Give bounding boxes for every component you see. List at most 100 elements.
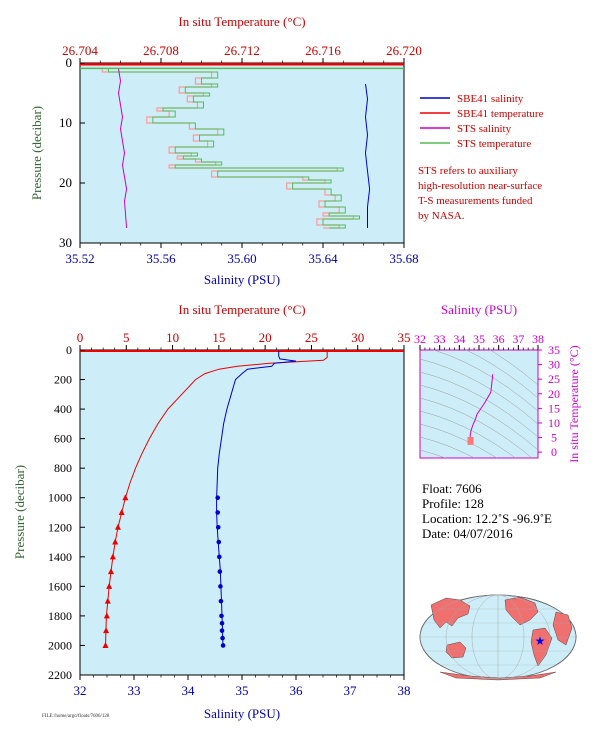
full-profile-top-tick-label: 10 xyxy=(166,330,179,345)
near-surface-bottom-tick-label: 35.52 xyxy=(65,251,94,266)
density-contour xyxy=(420,410,516,458)
full-profile-series xyxy=(80,350,404,648)
near-surface-plot-area xyxy=(79,62,405,244)
full-profile-top-ticks: 0 5 10 15 20 25 30 35 xyxy=(77,330,411,350)
salinity-point xyxy=(218,584,223,589)
temperature-point xyxy=(104,597,111,604)
ts-diagram-series xyxy=(467,374,494,445)
salinity-point xyxy=(215,495,220,501)
sbe41-salinity-line xyxy=(364,83,371,228)
salinity-point xyxy=(218,598,224,604)
ts-diagram-chart: Salinity (PSU) 32 33 34 35 36 37 38 0510152025… xyxy=(414,302,581,463)
sts-temperature-line xyxy=(107,69,360,229)
near-surface-chart: In situ Temperature (°C) 26.704 26.708 26.… xyxy=(29,14,422,287)
full-profile-bottom-tick-label: 35 xyxy=(236,683,249,698)
temperature-point xyxy=(114,523,121,530)
density-contour xyxy=(420,371,538,438)
near-surface-series xyxy=(80,62,404,229)
full-profile-left-tick-label: 1200 xyxy=(48,520,72,534)
full-profile-left-tick-label: 200 xyxy=(54,373,72,387)
ts-right-tick-label: 35 xyxy=(548,343,560,357)
near-surface-left-ticks: 0 10 20 30 xyxy=(59,55,85,250)
full-profile-left-ticks: 0 200 400 600 800 1000 1200 1400 1600 1800 2000 220… xyxy=(48,343,85,682)
temperature-point xyxy=(103,612,110,619)
ts-diagram-plot-area xyxy=(419,349,539,459)
near-surface-top-tick-label: 26.720 xyxy=(386,43,422,58)
temperature-point xyxy=(106,582,113,589)
ts-right-tick-label: 5 xyxy=(551,431,557,445)
map-graticule xyxy=(419,594,577,680)
near-surface-left-tick-label: 30 xyxy=(59,235,72,250)
density-contour xyxy=(420,436,475,458)
full-profile-left-tick-label: 600 xyxy=(54,432,72,446)
full-profile-left-tick-label: 1600 xyxy=(48,579,72,593)
sts-note-line-1: STS refers to auxiliary xyxy=(418,165,518,177)
full-profile-bottom-tick-label: 36 xyxy=(290,683,304,698)
ts-top-tick-label: 34 xyxy=(453,332,465,346)
map-land xyxy=(430,596,573,681)
full-profile-left-tick-label: 2000 xyxy=(48,638,72,652)
legend-label-sts-temperature: STS temperature xyxy=(457,138,531,150)
salinity-point xyxy=(220,643,226,648)
full-profile-plot-area xyxy=(79,349,405,676)
salinity-point xyxy=(219,628,225,633)
legend-label-sts-salinity: STS salinity xyxy=(457,123,512,135)
near-surface-left-tick-label: 10 xyxy=(59,115,72,130)
float-location: Location: 12.2˚S -96.9˚E xyxy=(422,511,552,526)
legend-label-sbe41-salinity: SBE41 salinity xyxy=(457,93,524,105)
ts-diagram-top-ticks: 32 33 34 35 36 37 38 xyxy=(414,332,544,350)
full-profile-left-tick-label: 2200 xyxy=(48,668,72,682)
density-contour xyxy=(489,350,538,386)
full-profile-top-tick-label: 25 xyxy=(305,330,318,345)
full-profile-x-axis-label: Salinity (PSU) xyxy=(204,706,280,721)
full-profile-bottom-tick-label: 38 xyxy=(398,683,411,698)
temperature-point xyxy=(122,494,129,501)
full-profile-left-tick-label: 1400 xyxy=(48,550,72,564)
ts-diagram-top-axis-label: Salinity (PSU) xyxy=(441,302,517,317)
ts-top-tick-label: 36 xyxy=(493,332,505,346)
full-profile-bottom-tick-label: 32 xyxy=(74,683,87,698)
world-map: ★ xyxy=(419,594,577,681)
full-profile-top-tick-label: 0 xyxy=(77,330,84,345)
near-surface-top-ticks: 26.704 26.708 26.712 26.716 26.720 xyxy=(62,43,422,63)
full-profile-left-tick-label: 800 xyxy=(54,461,72,475)
near-surface-bottom-tick-label: 35.60 xyxy=(227,251,256,266)
full-profile-top-tick-label: 5 xyxy=(123,330,130,345)
salinity-point xyxy=(219,620,225,626)
salinity-profile-line xyxy=(216,350,297,646)
near-surface-top-tick-label: 26.708 xyxy=(143,43,179,58)
near-surface-x-axis-label: Salinity (PSU) xyxy=(204,272,280,287)
temperature-point xyxy=(109,553,116,560)
float-info: Float: 7606 Profile: 128 Location: 12.2˚… xyxy=(422,481,552,541)
density-contour xyxy=(420,397,533,458)
map-land-australia xyxy=(445,641,467,659)
full-profile-bottom-tick-label: 37 xyxy=(344,683,358,698)
ts-top-tick-label: 32 xyxy=(414,332,426,346)
float-number: Float: 7606 xyxy=(422,481,482,496)
salinity-point xyxy=(219,613,224,619)
near-surface-top-tick-label: 26.704 xyxy=(62,43,98,58)
full-profile-left-tick-label: 0 xyxy=(66,343,72,357)
temperature-point xyxy=(102,641,109,648)
density-contour xyxy=(420,423,498,458)
near-surface-bottom-tick-label: 35.68 xyxy=(389,251,418,266)
full-profile-bottom-ticks: 32 33 34 35 36 37 38 xyxy=(74,675,411,698)
near-surface-bottom-tick-label: 35.64 xyxy=(308,251,338,266)
sts-note-line-2: high-resolution near-surface xyxy=(418,180,542,192)
full-profile-left-tick-label: 400 xyxy=(54,402,72,416)
full-profile-bottom-tick-label: 33 xyxy=(128,683,141,698)
map-land-africa xyxy=(552,611,573,646)
profile-number: Profile: 128 xyxy=(422,496,484,511)
full-profile-top-tick-label: 30 xyxy=(351,330,364,345)
salinity-point xyxy=(215,510,220,515)
temperature-point xyxy=(118,509,125,515)
sts-salinity-line xyxy=(117,68,128,229)
map-land-asia xyxy=(430,597,471,629)
salinity-point xyxy=(217,569,223,574)
ts-diagram-right-axis-label: In situ Temperature (°C) xyxy=(567,345,581,462)
near-surface-top-axis-label: In situ Temperature (°C) xyxy=(178,14,305,29)
ts-top-tick-label: 35 xyxy=(473,332,485,346)
profile-date: Date: 04/07/2016 xyxy=(422,526,513,541)
ts-right-tick-label: 20 xyxy=(548,387,560,401)
